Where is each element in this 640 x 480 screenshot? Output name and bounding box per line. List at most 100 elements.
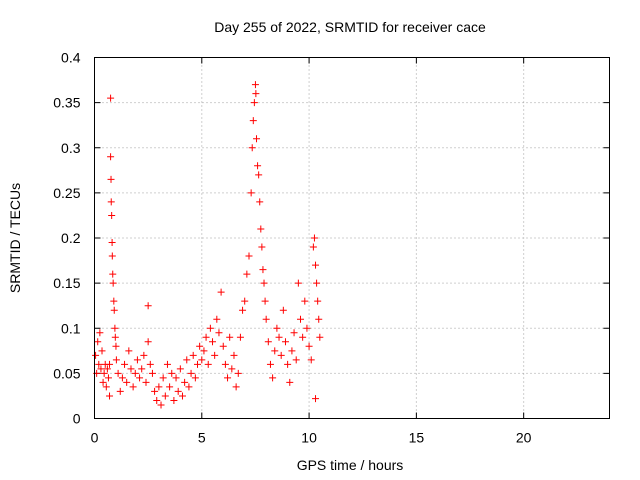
data-point bbox=[103, 365, 111, 373]
x-tick-label: 20 bbox=[516, 430, 532, 446]
y-tick-label: 0 bbox=[73, 411, 81, 427]
data-point bbox=[153, 396, 161, 404]
data-point bbox=[95, 360, 103, 368]
data-point bbox=[245, 252, 253, 260]
data-point bbox=[307, 356, 315, 364]
data-point bbox=[284, 360, 292, 368]
data-point bbox=[114, 369, 122, 377]
grid bbox=[94, 57, 610, 419]
data-point bbox=[248, 144, 256, 152]
data-point bbox=[146, 360, 154, 368]
data-point bbox=[301, 297, 309, 305]
data-point bbox=[202, 333, 210, 341]
data-point bbox=[98, 347, 106, 355]
data-point bbox=[266, 360, 274, 368]
data-point bbox=[187, 369, 195, 377]
data-point bbox=[256, 198, 264, 206]
data-point bbox=[213, 315, 221, 323]
data-point bbox=[123, 378, 131, 386]
x-tick-label: 10 bbox=[301, 430, 317, 446]
data-point bbox=[161, 392, 169, 400]
data-point bbox=[106, 360, 114, 368]
data-point bbox=[315, 315, 323, 323]
data-point bbox=[194, 360, 201, 368]
x-axis-title: GPS time / hours bbox=[297, 457, 404, 473]
data-point bbox=[107, 153, 115, 161]
data-point bbox=[299, 333, 307, 341]
data-point bbox=[94, 338, 102, 346]
data-point bbox=[305, 342, 313, 350]
data-point bbox=[107, 175, 115, 183]
data-point bbox=[108, 239, 116, 247]
y-tick-label: 0.4 bbox=[61, 50, 81, 66]
data-point bbox=[264, 338, 272, 346]
data-point bbox=[234, 369, 242, 377]
data-point bbox=[108, 252, 116, 260]
data-point bbox=[198, 356, 206, 364]
data-point bbox=[261, 297, 269, 305]
data-point bbox=[110, 306, 118, 314]
data-point bbox=[247, 189, 255, 197]
data-points bbox=[92, 81, 324, 409]
data-point bbox=[133, 356, 141, 364]
data-point bbox=[185, 383, 193, 391]
data-point bbox=[196, 342, 204, 350]
data-point bbox=[138, 365, 146, 373]
data-point bbox=[109, 279, 117, 287]
y-tick-label: 0.05 bbox=[53, 365, 80, 381]
data-point bbox=[294, 279, 302, 287]
data-point bbox=[172, 374, 180, 382]
data-point bbox=[112, 342, 120, 350]
data-point bbox=[92, 351, 100, 359]
data-point bbox=[239, 306, 247, 314]
data-point bbox=[228, 365, 236, 373]
data-point bbox=[111, 333, 119, 341]
data-point bbox=[259, 266, 267, 274]
data-point bbox=[254, 162, 262, 170]
data-point bbox=[163, 360, 171, 368]
data-point bbox=[99, 378, 107, 386]
data-point bbox=[200, 347, 208, 355]
data-point bbox=[159, 374, 167, 382]
chart-title: Day 255 of 2022, SRMTID for receiver cac… bbox=[214, 19, 486, 35]
data-point bbox=[183, 356, 191, 364]
data-point bbox=[232, 383, 240, 391]
data-point bbox=[217, 288, 225, 296]
data-point bbox=[155, 383, 163, 391]
data-point bbox=[236, 333, 244, 341]
data-point bbox=[290, 329, 298, 337]
x-tick-label: 5 bbox=[198, 430, 206, 446]
data-point bbox=[109, 270, 117, 278]
data-point bbox=[110, 297, 118, 305]
data-point bbox=[97, 365, 105, 373]
data-point bbox=[241, 297, 249, 305]
data-point bbox=[151, 387, 159, 395]
data-point bbox=[249, 117, 257, 125]
data-point bbox=[224, 374, 232, 382]
data-point bbox=[121, 360, 129, 368]
data-point bbox=[140, 351, 148, 359]
data-point bbox=[96, 329, 104, 337]
data-point bbox=[206, 324, 214, 332]
data-point bbox=[281, 338, 289, 346]
data-point bbox=[168, 369, 176, 377]
data-point bbox=[131, 369, 139, 377]
y-tick-label: 0.2 bbox=[61, 230, 81, 246]
data-point bbox=[209, 338, 217, 346]
data-point bbox=[170, 396, 178, 404]
data-point bbox=[215, 329, 223, 337]
data-point bbox=[148, 369, 156, 377]
data-point bbox=[251, 81, 259, 89]
data-point bbox=[219, 342, 227, 350]
data-point bbox=[316, 333, 324, 341]
data-point bbox=[226, 333, 234, 341]
data-point bbox=[292, 356, 300, 364]
data-point bbox=[297, 315, 304, 323]
data-point bbox=[257, 225, 265, 233]
data-point bbox=[243, 270, 251, 278]
data-point bbox=[181, 378, 189, 386]
data-point bbox=[112, 356, 120, 364]
data-point bbox=[116, 387, 124, 395]
data-point bbox=[191, 374, 199, 382]
